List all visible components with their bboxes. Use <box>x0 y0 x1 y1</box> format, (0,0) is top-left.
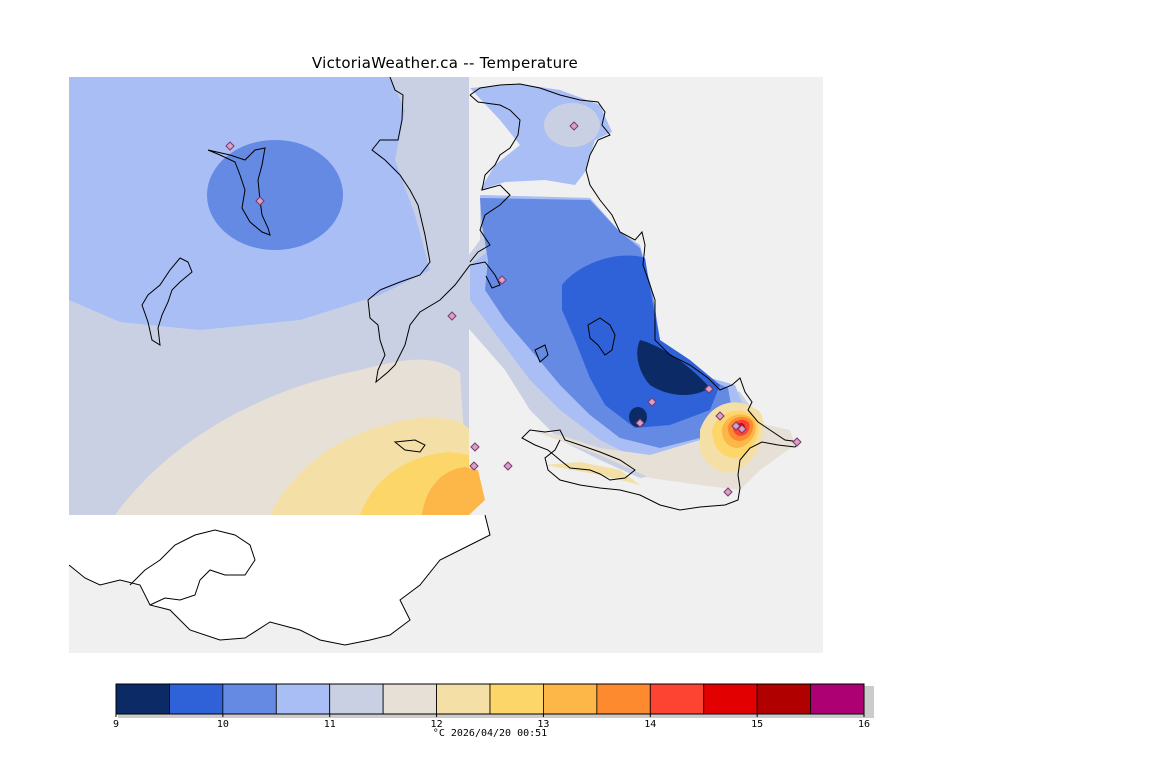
mainland-island-south <box>69 515 490 645</box>
station-marker <box>255 196 265 206</box>
station-marker <box>792 437 802 447</box>
station-marker <box>497 275 507 285</box>
station-marker <box>723 487 733 497</box>
station-marker <box>470 442 480 452</box>
station-marker <box>569 121 579 131</box>
station-marker <box>704 384 714 394</box>
station-markers <box>225 121 802 497</box>
station-marker <box>503 461 513 471</box>
station-marker <box>737 424 747 434</box>
station-marker <box>635 418 645 428</box>
station-marker <box>225 141 235 151</box>
station-marker <box>647 397 657 407</box>
station-marker <box>469 461 479 471</box>
temperature-field-east <box>430 84 795 490</box>
temperature-field-west <box>69 77 485 515</box>
map-title: VictoriaWeather.ca -- Temperature <box>311 54 579 72</box>
station-marker <box>447 311 457 321</box>
coastlines <box>69 77 802 646</box>
station-marker <box>715 411 725 421</box>
footer-timestamp: °C 2026/04/20 00:51 <box>432 728 548 739</box>
station-marker <box>731 421 741 431</box>
